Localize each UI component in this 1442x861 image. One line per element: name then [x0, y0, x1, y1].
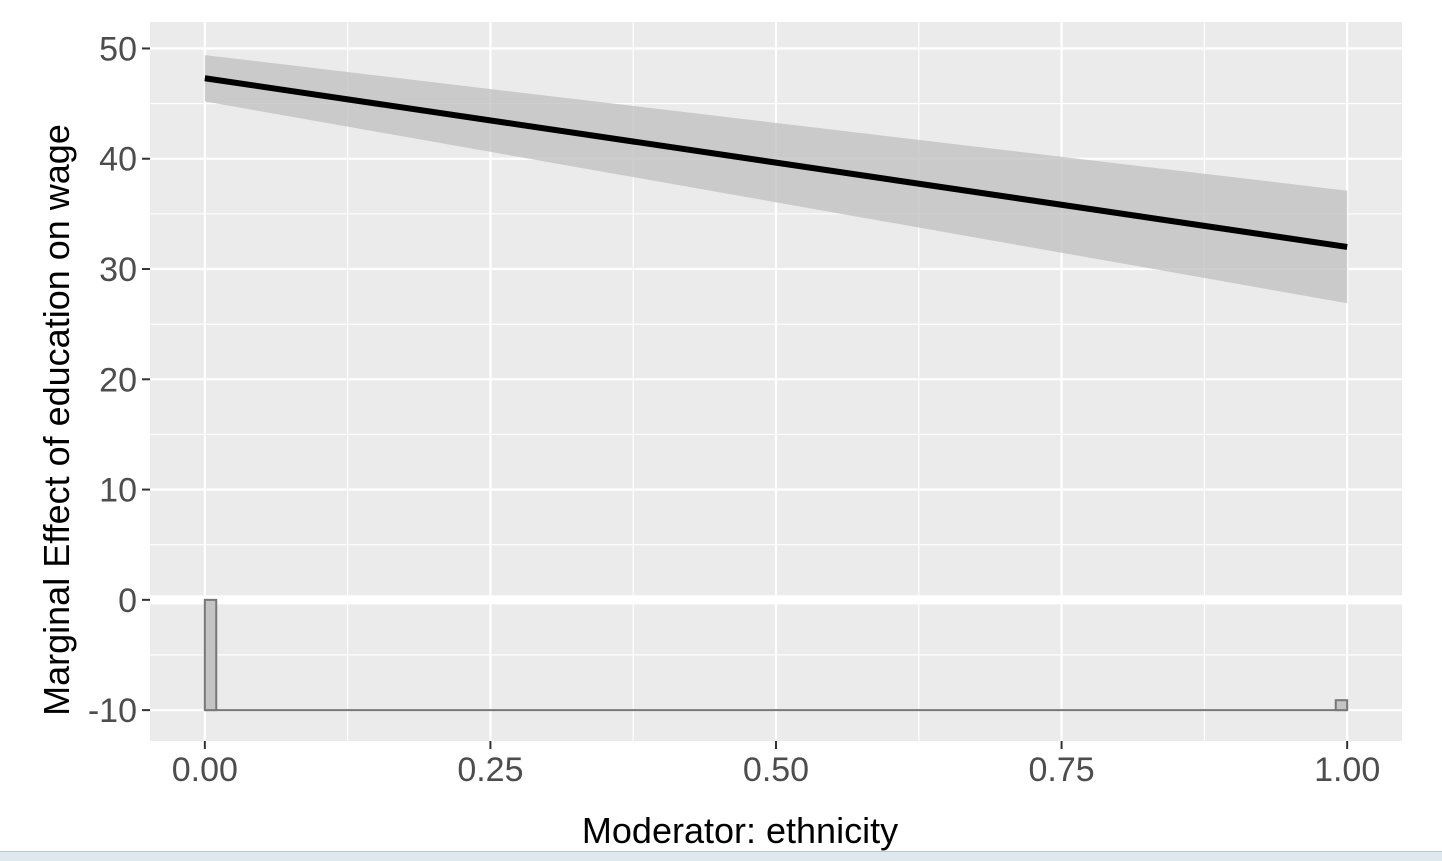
y-tick-label: 20 — [99, 361, 137, 399]
x-tick-label: 0.25 — [457, 751, 523, 789]
y-tick-label: 40 — [99, 141, 137, 179]
x-axis: 0.00 0.25 0.50 0.75 1.00 — [172, 741, 1380, 789]
y-axis: 50 40 30 20 10 0 -10 — [88, 30, 150, 730]
y-tick-label: 0 — [118, 582, 137, 620]
y-tick-label: 30 — [99, 251, 137, 289]
histogram-bar — [1334, 699, 1349, 712]
x-tick-label: 1.00 — [1314, 751, 1380, 789]
y-tick-label: 10 — [99, 472, 137, 510]
x-tick-label: 0.50 — [743, 751, 809, 789]
y-tick-label: 50 — [99, 30, 137, 68]
window-status-strip — [0, 851, 1442, 861]
histogram — [203, 598, 1349, 712]
y-tick-label: -10 — [88, 692, 137, 730]
y-axis-title: Marginal Effect of education on wage — [36, 124, 77, 716]
x-tick-label: 0.00 — [172, 751, 238, 789]
x-tick-label: 0.75 — [1028, 751, 1094, 789]
confidence-band — [204, 55, 1348, 304]
marginal-effect-line — [204, 75, 1348, 250]
histogram-bar — [203, 598, 218, 712]
x-axis-title: Moderator: ethnicity — [582, 810, 898, 851]
